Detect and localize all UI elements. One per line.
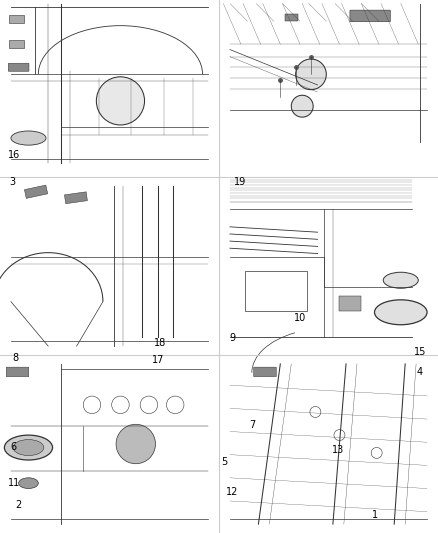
FancyBboxPatch shape bbox=[6, 367, 29, 377]
Text: 9: 9 bbox=[229, 333, 235, 343]
Ellipse shape bbox=[374, 300, 427, 325]
Text: 18: 18 bbox=[154, 338, 166, 348]
Text: 1: 1 bbox=[372, 510, 378, 520]
Text: 7: 7 bbox=[249, 420, 255, 430]
Bar bbox=[339, 296, 361, 311]
Text: 8: 8 bbox=[12, 353, 18, 363]
Text: 16: 16 bbox=[8, 150, 20, 160]
Circle shape bbox=[96, 77, 145, 125]
Bar bbox=[245, 271, 307, 311]
Text: 6: 6 bbox=[10, 442, 16, 452]
Text: 15: 15 bbox=[414, 347, 426, 357]
Ellipse shape bbox=[13, 440, 44, 456]
Text: 13: 13 bbox=[332, 445, 344, 455]
Text: 19: 19 bbox=[234, 177, 246, 187]
Circle shape bbox=[116, 424, 155, 464]
Ellipse shape bbox=[383, 272, 418, 288]
Text: 10: 10 bbox=[294, 313, 306, 323]
Ellipse shape bbox=[18, 478, 39, 489]
Text: 4: 4 bbox=[417, 367, 423, 377]
Text: 2: 2 bbox=[15, 500, 21, 510]
FancyBboxPatch shape bbox=[8, 63, 29, 71]
Text: 5: 5 bbox=[221, 457, 227, 467]
Bar bbox=[64, 192, 88, 204]
FancyBboxPatch shape bbox=[350, 10, 390, 22]
Text: 11: 11 bbox=[8, 478, 20, 488]
FancyBboxPatch shape bbox=[254, 367, 276, 377]
Circle shape bbox=[291, 95, 313, 117]
Bar bbox=[9, 15, 24, 23]
Circle shape bbox=[296, 59, 326, 90]
Bar bbox=[9, 40, 24, 48]
Ellipse shape bbox=[11, 131, 46, 145]
Text: 3: 3 bbox=[9, 177, 15, 187]
Bar bbox=[25, 185, 48, 198]
Ellipse shape bbox=[4, 435, 53, 460]
Text: 12: 12 bbox=[226, 487, 238, 497]
Text: 17: 17 bbox=[152, 355, 164, 365]
Bar bbox=[285, 14, 298, 21]
